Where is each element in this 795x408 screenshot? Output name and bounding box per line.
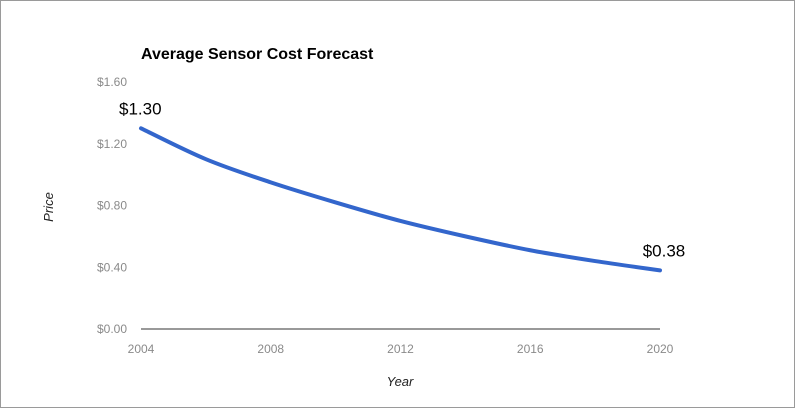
data-labels: $1.30 $0.38 bbox=[119, 99, 685, 260]
y-axis-ticks: $0.00 $0.40 $0.80 $1.20 $1.60 bbox=[97, 75, 127, 336]
series-line bbox=[139, 126, 662, 273]
x-tick-label: 2012 bbox=[387, 342, 414, 356]
x-tick-label: 2008 bbox=[257, 342, 284, 356]
y-tick-label: $0.40 bbox=[97, 260, 127, 274]
y-tick-label: $1.60 bbox=[97, 75, 127, 89]
series-layer bbox=[139, 126, 662, 273]
y-tick-label: $1.20 bbox=[97, 137, 127, 151]
x-tick-label: 2020 bbox=[647, 342, 674, 356]
x-axis-title: Year bbox=[387, 374, 414, 389]
data-label: $1.30 bbox=[119, 99, 162, 118]
y-axis-title: Price bbox=[41, 192, 56, 222]
chart-title: Average Sensor Cost Forecast bbox=[141, 46, 374, 63]
y-tick-label: $0.80 bbox=[97, 199, 127, 213]
y-tick-label: $0.00 bbox=[97, 322, 127, 336]
data-label: $0.38 bbox=[643, 241, 686, 260]
x-tick-label: 2016 bbox=[517, 342, 544, 356]
x-tick-label: 2004 bbox=[128, 342, 155, 356]
x-axis-ticks: 2004 2008 2012 2016 2020 bbox=[128, 342, 674, 356]
